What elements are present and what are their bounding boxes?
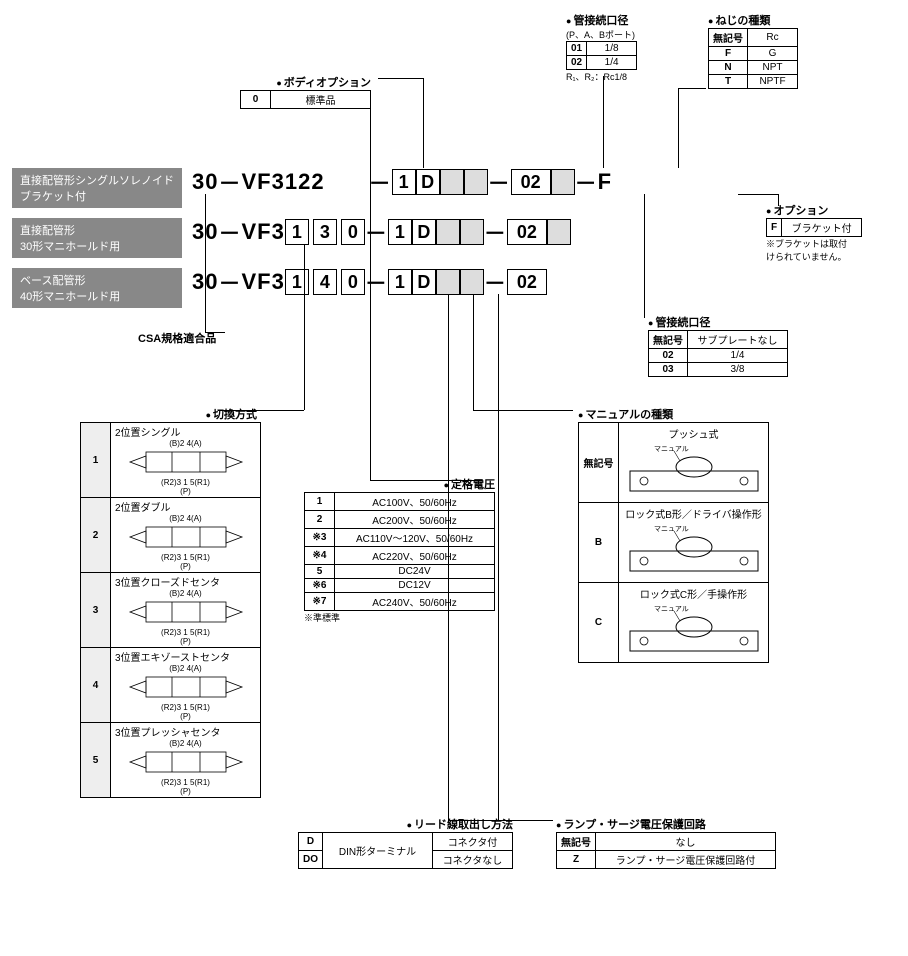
thread-type-table: 無記号Rc FG NNPT TNPTF (708, 28, 798, 89)
switching-table: 12位置シングル(B)2 4(A)(R2)3 1 5(R1) (P)22位置ダブ… (80, 422, 261, 798)
voltage-note: ※準標準 (304, 611, 495, 624)
voltage-title: 定格電圧 (304, 476, 495, 492)
option-note: ※ブラケットは取付 けられていません。 (766, 237, 862, 263)
connector (738, 194, 778, 195)
type1-label: 直接配管形シングルソレノイド ブラケット付 (12, 168, 182, 208)
port-pab-title: 管接続口径 (566, 12, 637, 28)
voltage-table: 1AC100V、50/60Hz2AC200V、50/60Hz※3AC110V～1… (304, 492, 495, 611)
option-block: オプション Fブラケット付 ※ブラケットは取付 けられていません。 (766, 202, 862, 263)
manual-title: マニュアルの種類 (578, 406, 769, 422)
voltage-block: 定格電圧 1AC100V、50/60Hz2AC200V、50/60Hz※3AC1… (304, 476, 495, 624)
type2-label: 直接配管形 30形マニホールド用 (12, 218, 182, 258)
part-row-2: 30 － VF3 1 3 0 － 1 D － 02 (192, 216, 571, 248)
thread-type-title: ねじの種類 (708, 12, 798, 28)
connector (205, 194, 206, 332)
port-pab-note: R₁、R₂：Rc1/8 (566, 70, 637, 83)
port-pab-block: 管接続口径 (P、A、Bポート) 011/8 021/4 R₁、R₂：Rc1/8 (566, 12, 637, 83)
body-option-table: 0 標準品 (240, 90, 371, 109)
manual-block: マニュアルの種類 無記号プッシュ式マニュアルBロック式B形／ドライバ操作形マニュ… (578, 406, 769, 663)
port-pab-subtitle: (P、A、Bポート) (566, 28, 637, 41)
connector (678, 88, 679, 168)
manual-table: 無記号プッシュ式マニュアルBロック式B形／ドライバ操作形マニュアルCロック式C形… (578, 422, 769, 663)
svg-text:マニュアル: マニュアル (654, 445, 689, 453)
connector (678, 88, 706, 89)
body-option-title: ボディオプション (240, 74, 371, 90)
connector (370, 106, 371, 480)
connector (370, 480, 480, 481)
port-sub-table: 無記号サブプレートなし 021/4 033/8 (648, 330, 788, 377)
connector (644, 194, 645, 318)
svg-text:マニュアル: マニュアル (654, 605, 689, 613)
option-title: オプション (766, 202, 862, 218)
connector (473, 294, 474, 410)
switching-block: 切換方式 12位置シングル(B)2 4(A)(R2)3 1 5(R1) (P)2… (80, 406, 261, 798)
lead-wire-title: リード線取出し方法 (298, 816, 513, 832)
connector (218, 410, 304, 411)
connector (448, 294, 449, 820)
type3-label: ベース配管形 40形マニホールド用 (12, 268, 182, 308)
connector (205, 332, 225, 333)
connector (498, 294, 499, 820)
lead-wire-block: リード線取出し方法 D DIN形ターミナル コネクタ付 DO コネクタなし (298, 816, 513, 869)
port-sub-title: 管接続口径 (648, 314, 788, 330)
lead-wire-table: D DIN形ターミナル コネクタ付 DO コネクタなし (298, 832, 513, 869)
connector (603, 76, 604, 168)
thread-type-block: ねじの種類 無記号Rc FG NNPT TNPTF (708, 12, 798, 89)
connector (304, 244, 305, 410)
port-sub-block: 管接続口径 無記号サブプレートなし 021/4 033/8 (648, 314, 788, 377)
connector (473, 410, 573, 411)
diagram-container: ボディオプション 0 標準品 管接続口径 (P、A、Bポート) 011/8 02… (8, 8, 900, 948)
switching-title: 切換方式 (80, 406, 257, 422)
surge-title: ランプ・サージ電圧保護回路 (556, 816, 776, 832)
connector (778, 194, 779, 206)
svg-text:マニュアル: マニュアル (654, 525, 689, 533)
port-pab-table: 011/8 021/4 (566, 41, 637, 70)
connector (423, 78, 424, 168)
surge-block: ランプ・サージ電圧保護回路 無記号なし Zランプ・サージ電圧保護回路付 (556, 816, 776, 869)
connector (378, 78, 423, 79)
part-row-1: 30 － VF3122 － 1 D － 02 － F (192, 166, 612, 198)
surge-table: 無記号なし Zランプ・サージ電圧保護回路付 (556, 832, 776, 869)
connector (498, 820, 553, 821)
option-table: Fブラケット付 (766, 218, 862, 237)
body-option-block: ボディオプション 0 標準品 (240, 74, 371, 109)
